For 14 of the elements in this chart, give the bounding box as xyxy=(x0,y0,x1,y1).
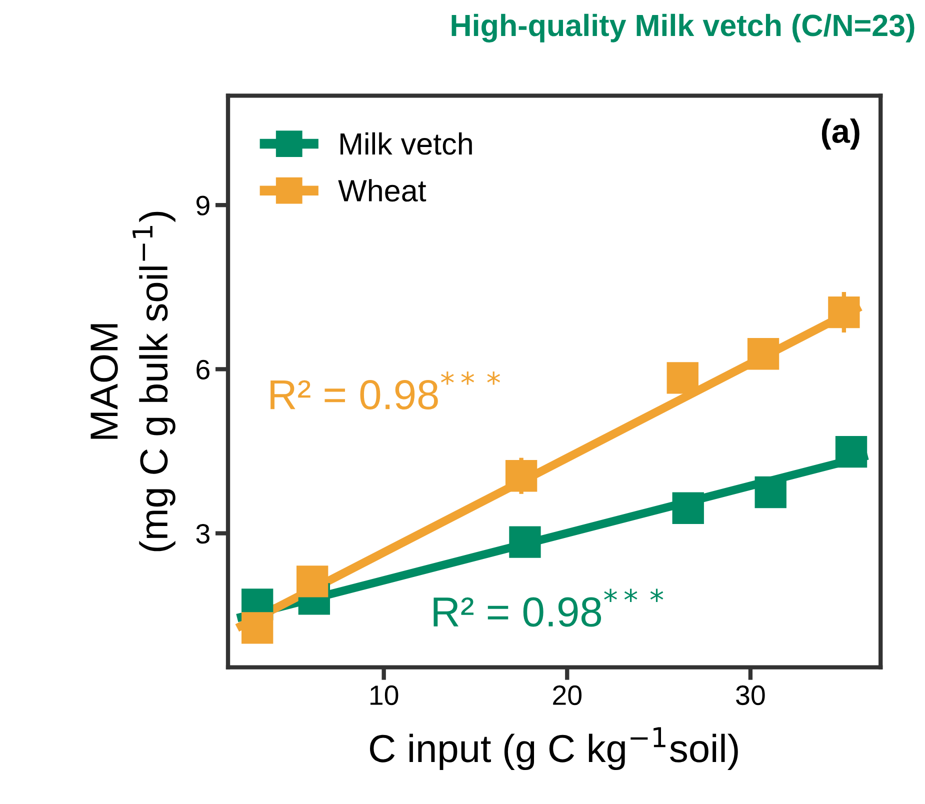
y-tick-label: 3 xyxy=(196,524,210,544)
annotation: R² = 0.98$^{***}$ xyxy=(270,372,500,410)
y-axis-title: MAOM (mg C g bulk soil$^{−1}$) xyxy=(90,212,176,552)
x-tick-label: 10 xyxy=(370,685,398,706)
legend-label: Milk vetch xyxy=(340,132,472,155)
x-axis-title: C input (g C kg$^{−1}$soil) xyxy=(370,727,738,770)
chart-title: High-quality Milk vetch (C/N=23) xyxy=(452,14,914,42)
annotation: R² = 0.98$^{***}$ xyxy=(434,588,664,627)
legend-label: Wheat xyxy=(338,179,426,202)
annotation: (a) xyxy=(822,118,860,150)
y-tick-label: 6 xyxy=(196,360,210,380)
y-tick-label: 9 xyxy=(196,196,210,216)
x-tick-label: 20 xyxy=(553,685,582,706)
x-tick-label: 30 xyxy=(736,685,765,706)
